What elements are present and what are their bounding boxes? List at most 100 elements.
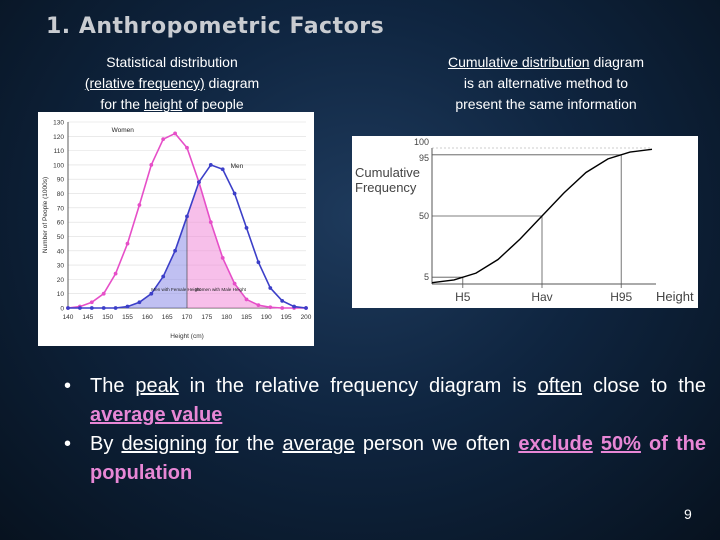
bullet-text (207, 433, 215, 455)
data-point (137, 300, 142, 305)
series-line (431, 148, 653, 284)
y-tick-label: 90 (57, 177, 65, 184)
x-tick-label: Hav (531, 290, 552, 304)
label-men: Men (231, 163, 244, 170)
data-point (89, 306, 94, 310)
data-point (220, 256, 225, 260)
x-tick-label: 190 (261, 314, 272, 321)
data-point (256, 260, 261, 265)
bullet-highlight: of the population (90, 433, 706, 484)
x-tick-label: 185 (241, 314, 252, 321)
label-women: Women (112, 127, 135, 134)
bullet-highlight: average value (90, 404, 223, 426)
x-tick-label: 165 (162, 314, 173, 321)
y-axis-label: Number of People (1000s) (42, 177, 49, 253)
y-tick-label: 100 (414, 137, 429, 147)
data-point (89, 300, 94, 305)
cumulative-chart: Cumulative Frequency H5 Hav H95 5 50 95 100 Heigh… (352, 136, 698, 308)
bullet-highlight: 50% (600, 433, 641, 455)
y-tick-label: 50 (419, 211, 429, 221)
bullet-text: person we often (354, 433, 519, 455)
data-point (256, 303, 261, 308)
right-caption-line2: is an alternative method to (463, 75, 629, 91)
left-caption-line1: Statistical distribution (106, 54, 238, 70)
left-caption-line3b: of people (182, 96, 244, 112)
bullet-underlined: designing (121, 433, 208, 455)
chart-title-line1: Cumulative (355, 165, 420, 180)
overlap-women-area (187, 182, 306, 308)
x-axis-label: Height (656, 289, 694, 304)
data-point (101, 306, 106, 310)
x-axis-label: Height (cm) (170, 333, 204, 340)
right-caption-line1: Cumulative distribution diagram (406, 52, 686, 73)
right-caption-line3: present the same information (455, 96, 637, 112)
bullet-underlined: peak (135, 375, 179, 397)
data-point (161, 274, 166, 279)
bullet-item: • By designing for the average person we … (64, 430, 706, 488)
right-caption: Cumulative distribution diagram is an al… (406, 52, 686, 115)
data-point (244, 225, 249, 230)
y-tick-label: 80 (57, 191, 65, 198)
label-women-male-height: Women with Male Height (195, 287, 247, 292)
y-tick-label: 60 (57, 220, 65, 227)
data-point (185, 214, 189, 219)
data-point (197, 180, 201, 184)
frequency-chart-svg: 0 10 20 30 40 50 60 70 80 90 100 110 120 130 140 145 150… (42, 120, 312, 341)
y-tick-label: 20 (57, 277, 65, 284)
data-point (125, 304, 130, 309)
bullet-text (593, 433, 601, 455)
x-tick-label: 195 (281, 314, 292, 321)
bullet-dot: • (64, 433, 72, 455)
bullet-text: close to the (582, 375, 706, 397)
left-caption-rest: diagram (204, 75, 260, 91)
x-tick-label: 155 (122, 314, 133, 321)
frequency-chart: 0 10 20 30 40 50 60 70 80 90 100 110 120 130 140 145 150… (38, 112, 314, 346)
left-caption-underlined: (relative frequency) (84, 75, 205, 91)
slide-title: 1. Anthropometric Factors (46, 14, 385, 39)
data-point (244, 297, 249, 302)
y-tick-label: 70 (57, 205, 65, 212)
data-point (137, 203, 142, 207)
x-tick-label: 140 (63, 314, 74, 321)
y-tick-label: 30 (57, 263, 65, 270)
bullet-highlight: exclude (518, 433, 593, 455)
right-caption-underlined: Cumulative distribution (447, 54, 590, 70)
data-point (125, 241, 130, 246)
right-caption-rest: diagram (589, 54, 645, 70)
y-tick-label: 10 (57, 291, 65, 298)
y-tick-label: 40 (57, 248, 65, 255)
y-tick-label: 50 (57, 234, 65, 241)
y-tick-label: 120 (53, 134, 64, 141)
bullet-dot: • (64, 375, 72, 397)
data-point (208, 220, 213, 225)
data-point (78, 306, 82, 310)
data-point (113, 271, 118, 276)
data-point (208, 163, 213, 167)
x-tick-label: 160 (142, 314, 153, 321)
data-point (149, 163, 154, 167)
bullet-underlined: for (215, 433, 239, 455)
y-tick-label: 100 (53, 162, 64, 169)
bullet-text: in the relative frequency diagram is (178, 375, 538, 397)
left-caption-line3: for the height of people (40, 94, 304, 115)
data-point (304, 306, 308, 310)
data-point (232, 191, 237, 196)
chart-title-line2: Frequency (355, 180, 417, 195)
bullet-underlined: average (282, 433, 355, 455)
data-point (280, 306, 285, 310)
label-men-female-height: Men with Female Height (151, 287, 201, 292)
y-tick-label: 110 (54, 148, 65, 155)
x-tick-label: H95 (610, 290, 632, 304)
x-tick-label: 200 (301, 314, 312, 321)
data-point (268, 305, 273, 310)
data-point (232, 281, 237, 286)
data-point (220, 167, 225, 172)
y-tick-label: 5 (424, 272, 429, 282)
data-point (173, 131, 178, 136)
data-point (149, 291, 154, 296)
x-tick-label: H5 (455, 290, 471, 304)
x-tick-label: 180 (221, 314, 232, 321)
left-caption-line3a: for the (100, 96, 144, 112)
bullet-text: the (238, 433, 283, 455)
